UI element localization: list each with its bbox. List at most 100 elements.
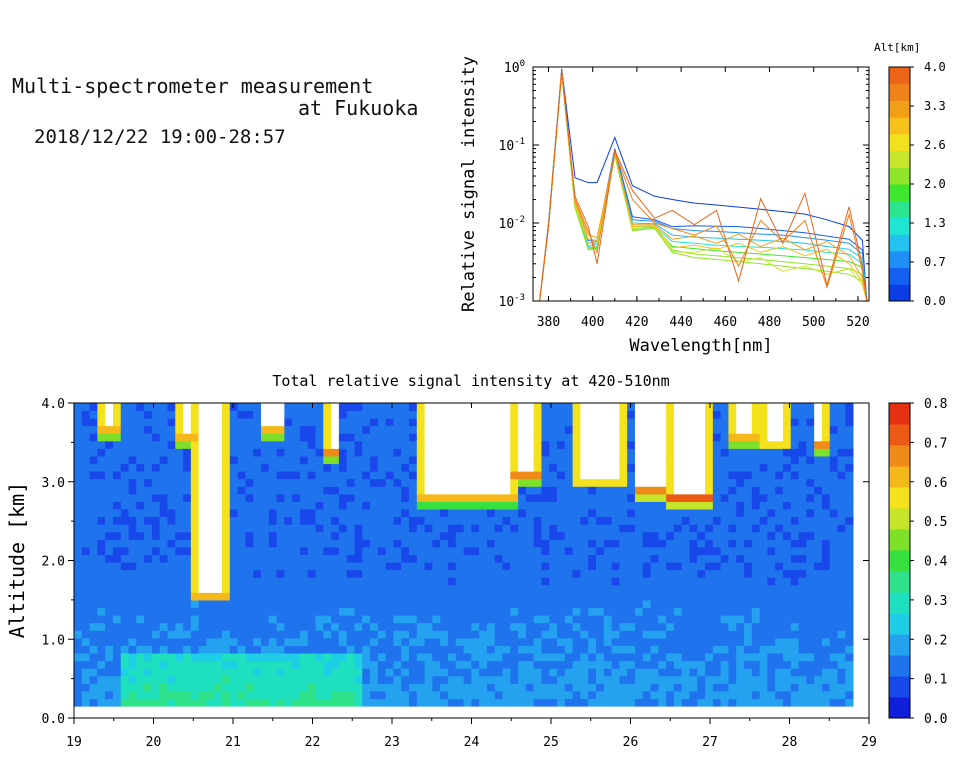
- heatmap-cell: [424, 637, 433, 646]
- heatmap-cell: [494, 554, 503, 563]
- heatmap-cell: [479, 615, 488, 624]
- heatmap-cell: [821, 622, 831, 631]
- heatmap-cell: [409, 433, 418, 442]
- heatmap-cell: [455, 615, 464, 624]
- heatmap-cell: [455, 478, 464, 487]
- heatmap-cell: [619, 683, 628, 692]
- heatmap-cell: [510, 630, 519, 639]
- heatmap-cell: [346, 463, 355, 472]
- heatmap-cell: [284, 410, 293, 419]
- heatmap-cell: [159, 577, 168, 586]
- heatmap-cell: [588, 516, 597, 525]
- heatmap-cell: [151, 456, 161, 465]
- heatmap-cell: [260, 440, 270, 449]
- heatmap-cell: [323, 410, 332, 419]
- heatmap-cell: [790, 691, 799, 700]
- heatmap-cell: [214, 698, 223, 707]
- heatmap-cell: [634, 592, 644, 601]
- heatmap-cell: [829, 653, 838, 662]
- heatmap-cell: [572, 660, 581, 669]
- heatmap-cell: [222, 539, 231, 548]
- heatmap-cell: [572, 456, 581, 465]
- heatmap-cell: [790, 569, 799, 578]
- heatmap-cell: [518, 486, 527, 495]
- heatmap-cell: [806, 615, 815, 624]
- heatmap-cell: [681, 425, 690, 434]
- heatmap-cell: [377, 531, 387, 540]
- heatmap-cell: [580, 471, 589, 480]
- heatmap-cell: [782, 584, 792, 593]
- heatmap-cell: [370, 607, 379, 616]
- altitude-colorbar-swatch: [889, 217, 910, 235]
- heatmap-cell: [447, 410, 457, 419]
- heatmap-cell: [697, 539, 706, 548]
- heatmap-cell: [603, 668, 612, 677]
- heatmap-cell: [486, 562, 496, 571]
- heatmap-cell: [705, 577, 714, 586]
- heatmap-cell: [845, 577, 854, 586]
- heatmap-cell: [627, 463, 636, 472]
- heatmap-cell: [549, 403, 558, 411]
- heatmap-cell: [409, 463, 418, 472]
- heatmap-cell: [479, 493, 488, 502]
- heatmap-cell: [845, 440, 854, 449]
- heatmap-cell: [627, 501, 636, 510]
- heatmap-cell: [689, 577, 698, 586]
- heatmap-cell: [814, 584, 823, 593]
- heatmap-cell: [323, 562, 332, 571]
- heatmap-cell: [673, 539, 683, 548]
- heatmap-cell: [370, 531, 379, 540]
- heatmap-cell: [120, 463, 129, 472]
- heatmap-cell: [136, 547, 145, 555]
- heatmap-cell: [564, 615, 574, 624]
- heatmap-cell: [237, 456, 246, 465]
- heatmap-cell: [494, 403, 503, 411]
- heatmap-cell: [728, 493, 737, 502]
- heatmap-cell: [689, 539, 698, 548]
- heatmap-cell: [471, 478, 480, 487]
- heatmap-cell: [416, 683, 425, 692]
- altitude-colorbar-swatch: [889, 250, 910, 269]
- heatmap-cell: [331, 554, 340, 563]
- heatmap-cell: [416, 516, 425, 525]
- heatmap-cell: [377, 471, 387, 480]
- heatmap-cell: [479, 531, 488, 540]
- heatmap-cell: [557, 698, 566, 707]
- heatmap-cell: [151, 448, 161, 457]
- heatmap-cell: [494, 463, 503, 472]
- heatmap-cell: [307, 675, 316, 684]
- heatmap-cell: [424, 668, 433, 677]
- heatmap-cell: [136, 516, 145, 525]
- heatmap-cell: [81, 569, 90, 578]
- heatmap-cell: [658, 691, 667, 700]
- heatmap-cell: [183, 547, 192, 555]
- heatmap-cell: [634, 493, 644, 502]
- heatmap-cell: [744, 433, 753, 442]
- heatmap-cell: [440, 630, 449, 639]
- heatmap-cell: [518, 501, 527, 510]
- heatmap-cell: [751, 607, 761, 616]
- heatmap-cell: [354, 607, 363, 616]
- heatmap-cell: [120, 607, 129, 616]
- heatmap-cell: [159, 683, 168, 692]
- heatmap-cell: [697, 668, 706, 677]
- heatmap-cell: [167, 524, 176, 533]
- heatmap-cell: [159, 486, 168, 495]
- heatmap-cell: [128, 577, 137, 586]
- heatmap-cell: [89, 615, 98, 624]
- spectrum-series-line: [539, 72, 868, 301]
- heatmap-cell: [705, 403, 714, 411]
- heatmap-cell: [260, 433, 270, 442]
- heatmap-cell: [518, 418, 527, 427]
- heatmap-cell: [331, 410, 340, 419]
- heatmap-cell: [331, 501, 340, 510]
- heatmap-cell: [782, 456, 792, 465]
- heatmap-cell: [736, 501, 745, 510]
- heatmap-cell: [338, 577, 348, 586]
- heatmap-cell: [112, 531, 122, 540]
- heatmap-cell: [229, 524, 239, 533]
- heatmap-cell: [214, 509, 223, 518]
- heatmap-cell: [479, 698, 488, 707]
- heatmap-cell: [120, 433, 129, 442]
- heatmap-cell: [307, 592, 316, 601]
